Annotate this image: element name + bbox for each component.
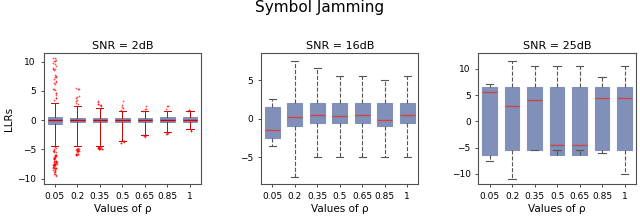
Y-axis label: LLRs: LLRs <box>4 107 14 131</box>
PathPatch shape <box>378 103 392 126</box>
PathPatch shape <box>310 103 324 123</box>
PathPatch shape <box>595 87 609 150</box>
PathPatch shape <box>70 118 84 123</box>
PathPatch shape <box>93 118 107 123</box>
Text: Symbol Jamming: Symbol Jamming <box>255 0 385 15</box>
PathPatch shape <box>160 117 175 123</box>
PathPatch shape <box>332 103 347 123</box>
PathPatch shape <box>617 87 632 150</box>
PathPatch shape <box>483 87 497 155</box>
X-axis label: Values of ρ: Values of ρ <box>311 204 369 214</box>
PathPatch shape <box>287 103 302 126</box>
X-axis label: Values of ρ: Values of ρ <box>529 204 586 214</box>
Title: SNR = 16dB: SNR = 16dB <box>305 41 374 51</box>
PathPatch shape <box>115 118 130 123</box>
PathPatch shape <box>47 117 62 124</box>
PathPatch shape <box>550 87 564 155</box>
PathPatch shape <box>505 87 520 150</box>
Title: SNR = 25dB: SNR = 25dB <box>523 41 591 51</box>
PathPatch shape <box>355 103 369 123</box>
PathPatch shape <box>182 117 197 123</box>
X-axis label: Values of ρ: Values of ρ <box>93 204 151 214</box>
PathPatch shape <box>265 107 280 138</box>
PathPatch shape <box>527 87 542 150</box>
PathPatch shape <box>138 118 152 123</box>
Title: SNR = 2dB: SNR = 2dB <box>92 41 153 51</box>
PathPatch shape <box>400 103 415 123</box>
PathPatch shape <box>572 87 587 155</box>
